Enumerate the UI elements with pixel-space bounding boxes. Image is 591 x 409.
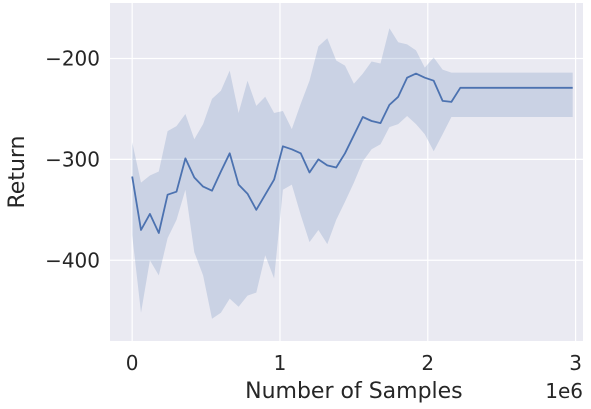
x-tick-label: 3 bbox=[569, 351, 582, 375]
x-tick-labels: 0 1 2 3 bbox=[126, 351, 582, 375]
y-tick-label: −300 bbox=[45, 147, 100, 171]
series-line bbox=[131, 72, 573, 234]
x-tick-label: 2 bbox=[421, 351, 434, 375]
x-tick-label: 0 bbox=[126, 351, 139, 375]
y-axis-label: Return bbox=[5, 135, 30, 208]
x-tick-label: 1 bbox=[274, 351, 287, 375]
x-axis-label: Number of Samples bbox=[245, 379, 463, 404]
plot-background bbox=[110, 3, 583, 341]
y-tick-labels: −400 −300 −200 bbox=[45, 46, 100, 272]
confidence-band bbox=[132, 28, 573, 319]
y-tick-label: −200 bbox=[45, 46, 100, 70]
x-axis-offset-label: 1e6 bbox=[545, 379, 583, 403]
grid-lines bbox=[110, 3, 583, 341]
y-tick-label: −400 bbox=[45, 248, 100, 272]
